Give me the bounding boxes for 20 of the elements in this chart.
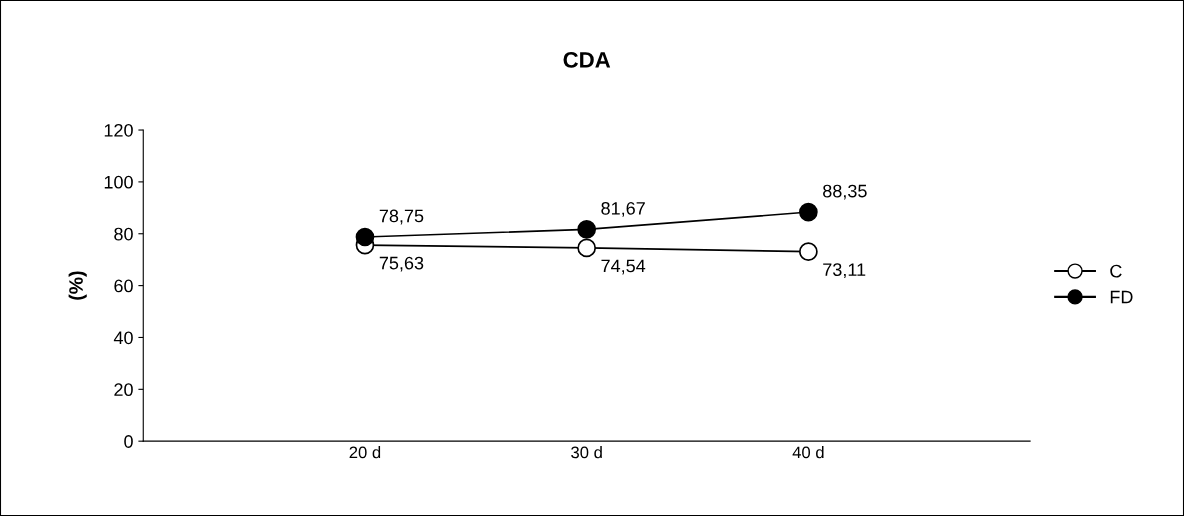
x-tick-label: 20 d (349, 446, 381, 459)
y-tick-label: 0 (124, 435, 133, 448)
y-axis-title: (%) (68, 271, 87, 300)
data-label: 78,75 (379, 209, 424, 225)
data-label: 88,35 (823, 184, 867, 200)
data-label: 74,54 (601, 259, 646, 275)
y-tick-label: 100 (104, 175, 133, 189)
data-label: 73,11 (823, 263, 866, 279)
y-tick-label: 60 (114, 279, 133, 293)
data-label: 81,67 (601, 201, 645, 217)
y-tick-label: 120 (104, 123, 133, 137)
y-tick-label: 20 (114, 383, 133, 397)
legend-label: C (1110, 264, 1122, 278)
x-tick-label: 40 d (792, 446, 824, 459)
y-tick-label: 40 (113, 331, 133, 345)
data-label: 75,63 (379, 256, 424, 272)
x-tick-label: 30 d (571, 446, 602, 459)
y-tick-label: 80 (114, 227, 133, 241)
chart-title: CDA (563, 52, 611, 68)
legend-label: FD (1110, 290, 1133, 304)
